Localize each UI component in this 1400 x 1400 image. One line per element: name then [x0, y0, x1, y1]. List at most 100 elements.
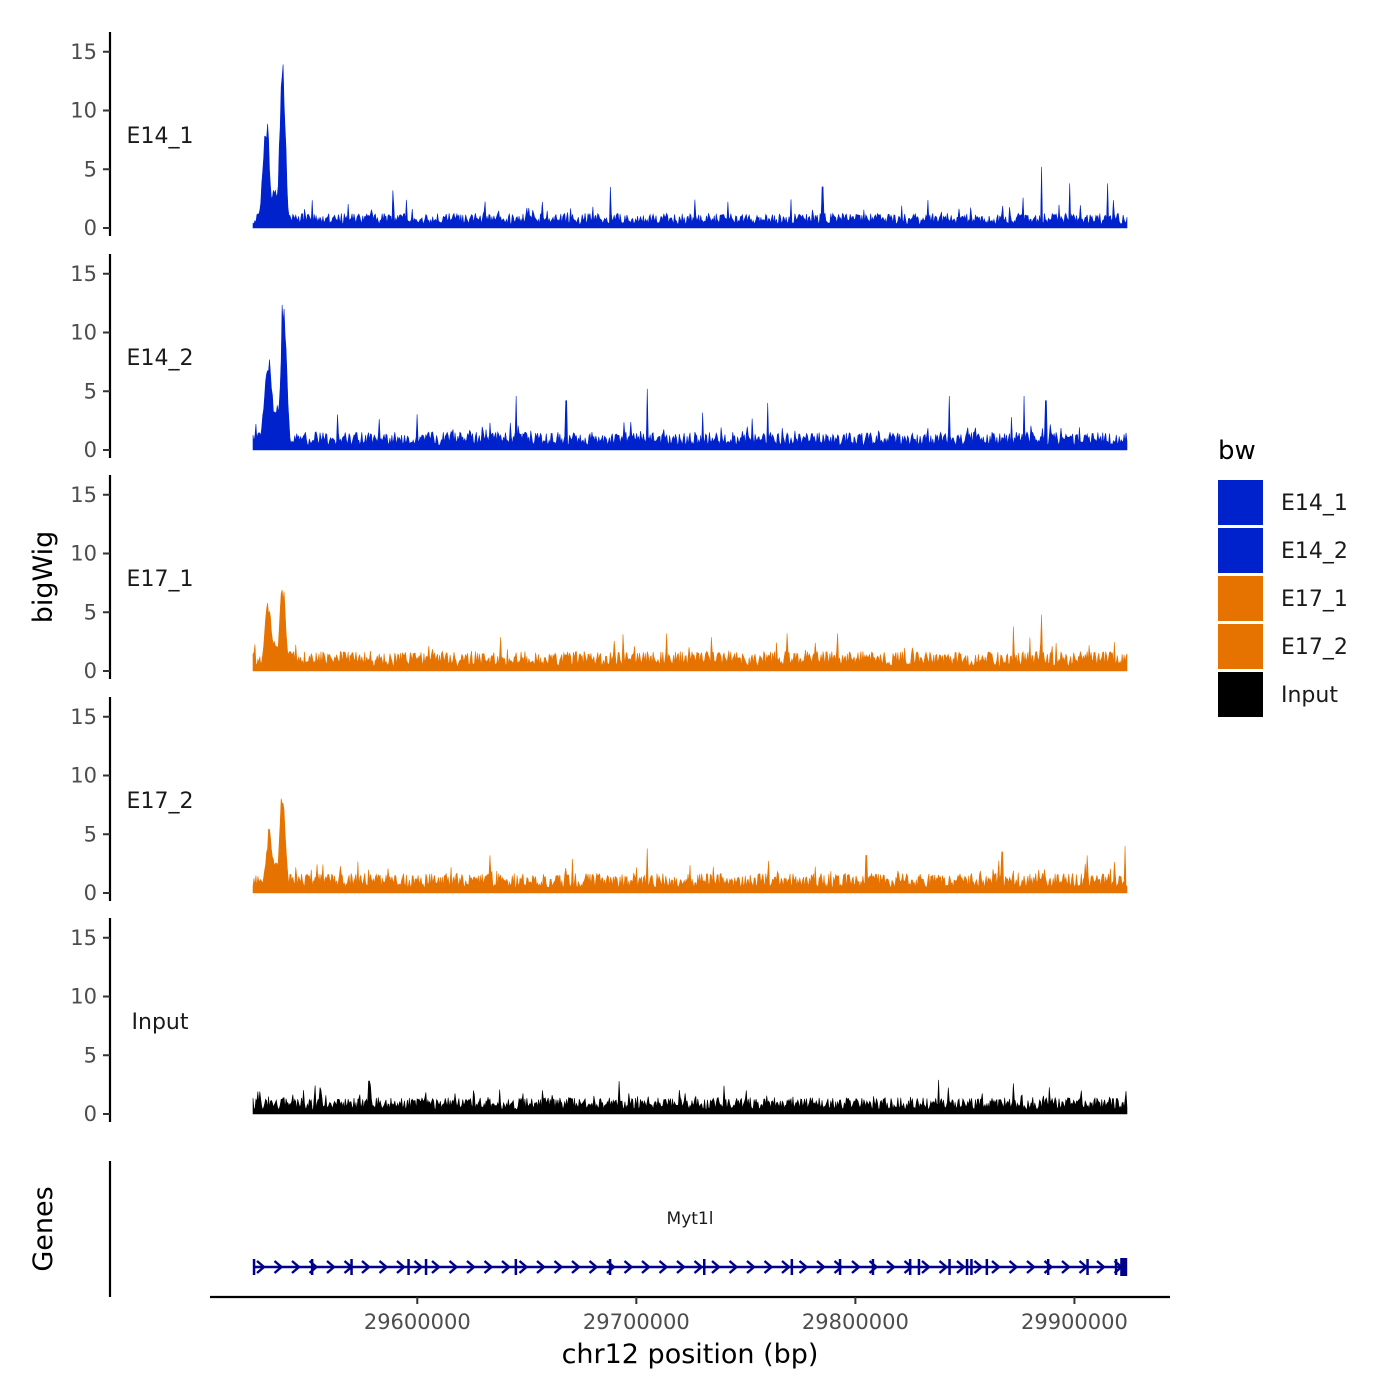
strand-arrow — [693, 1260, 704, 1274]
strand-arrow — [938, 1260, 949, 1274]
exon — [871, 1259, 875, 1275]
coverage-area-Input — [252, 1079, 1128, 1115]
coverage-area-E14_1 — [252, 64, 1128, 229]
legend-item-E14_2: E14_2 — [1218, 528, 1348, 573]
exon — [703, 1259, 706, 1275]
strand-arrow — [658, 1260, 669, 1274]
exon — [350, 1259, 353, 1275]
gene-name-label: Myt1l — [667, 1209, 714, 1229]
strand-arrow — [588, 1260, 599, 1274]
genes-track: Genes Myt1l — [28, 1161, 1128, 1297]
exon — [948, 1259, 951, 1275]
strand-arrow — [431, 1260, 441, 1274]
genes-track-title: Genes — [28, 1186, 59, 1271]
strand-arrow — [763, 1260, 774, 1274]
legend: bw E14_1 E14_2 E17_1 E17_2 Input — [1218, 436, 1348, 717]
y-tick-label: 15 — [70, 40, 97, 64]
strand-arrow — [413, 1260, 424, 1274]
legend-label: E17_2 — [1281, 635, 1348, 660]
strand-arrow — [781, 1260, 791, 1274]
track-E17_2: 0 5 10 15 E17_2 — [70, 697, 1128, 905]
legend-title: bw — [1218, 436, 1256, 466]
track-label: E14_2 — [127, 346, 194, 371]
exon — [965, 1259, 969, 1275]
y-tick-label: 0 — [84, 1102, 97, 1126]
exon — [790, 1259, 794, 1275]
coverage-area-E14_2 — [252, 304, 1128, 451]
strand-arrow — [833, 1260, 844, 1274]
track-E14_2: 0 5 10 15 E14_2 — [70, 254, 1128, 462]
strand-arrow — [273, 1260, 284, 1274]
legend-swatch — [1218, 672, 1263, 717]
y-tick-label: 10 — [70, 764, 97, 788]
legend-label: E14_1 — [1281, 491, 1348, 516]
strand-arrow — [973, 1260, 984, 1274]
track-E17_1: 0 5 10 15 E17_1 — [70, 475, 1128, 683]
y-tick-label: 0 — [84, 438, 97, 462]
x-axis: 29600000 29700000 29800000 29900000 chr12 p… — [210, 1295, 1170, 1370]
strand-arrow — [903, 1260, 914, 1274]
x-tick-label: 29600000 — [364, 1310, 471, 1334]
legend-item-E17_2: E17_2 — [1218, 624, 1348, 669]
strand-arrow — [746, 1260, 756, 1274]
legend-item-E14_1: E14_1 — [1218, 480, 1348, 525]
strand-arrow — [536, 1260, 546, 1274]
coverage-area-E17_1 — [252, 589, 1128, 672]
y-tick-label: 10 — [70, 985, 97, 1009]
strand-arrow — [641, 1260, 651, 1274]
strand-arrow — [378, 1260, 389, 1274]
legend-label: Input — [1281, 683, 1338, 708]
strand-arrow — [1026, 1260, 1036, 1274]
strand-arrow — [851, 1260, 861, 1274]
exon — [970, 1259, 973, 1275]
y-tick-label: 10 — [70, 99, 97, 123]
track-label: Input — [132, 1010, 189, 1035]
y-tick-label: 15 — [70, 262, 97, 286]
strand-arrow — [518, 1260, 529, 1274]
legend-item-E17_1: E17_1 — [1218, 576, 1348, 621]
strand-arrow — [483, 1260, 494, 1274]
strand-arrow — [711, 1260, 721, 1274]
strand-arrow — [326, 1260, 336, 1274]
exon — [908, 1259, 912, 1275]
strand-arrow — [1043, 1260, 1054, 1274]
exon — [917, 1259, 921, 1275]
exon — [424, 1259, 428, 1275]
coverage-area-E17_2 — [252, 798, 1128, 894]
track-E14_1: 0 5 10 15 E14_1 — [70, 32, 1128, 240]
strand-arrow — [676, 1260, 686, 1274]
strand-arrow — [448, 1260, 459, 1274]
exon — [1120, 1258, 1128, 1276]
strand-arrow — [1008, 1260, 1019, 1274]
strand-arrow — [396, 1260, 406, 1274]
y-tick-label: 0 — [84, 659, 97, 683]
strand-arrow — [256, 1260, 266, 1274]
track-label: E17_2 — [127, 789, 194, 814]
exon — [407, 1259, 410, 1275]
strand-arrow — [1061, 1260, 1071, 1274]
exon — [985, 1259, 989, 1275]
strand-arrow — [798, 1260, 809, 1274]
y-tick-label: 15 — [70, 926, 97, 950]
strand-arrow — [728, 1260, 739, 1274]
strand-arrow — [466, 1260, 476, 1274]
y-tick-label: 5 — [84, 379, 97, 403]
strand-arrow — [623, 1260, 634, 1274]
strand-arrow — [571, 1260, 581, 1274]
legend-swatch — [1218, 576, 1263, 621]
x-tick-label: 29900000 — [1021, 1310, 1128, 1334]
exon — [1046, 1259, 1050, 1275]
y-axis-title: bigWig — [28, 531, 59, 624]
exon — [252, 1259, 256, 1275]
x-tick-label: 29800000 — [802, 1310, 909, 1334]
legend-label: E14_2 — [1281, 539, 1348, 564]
legend-swatch — [1218, 480, 1263, 525]
strand-arrow — [956, 1260, 966, 1274]
y-tick-label: 0 — [84, 881, 97, 905]
y-tick-label: 5 — [84, 822, 97, 846]
exon — [838, 1259, 842, 1275]
exon — [1114, 1259, 1118, 1275]
exon — [514, 1259, 518, 1275]
y-tick-label: 0 — [84, 216, 97, 240]
